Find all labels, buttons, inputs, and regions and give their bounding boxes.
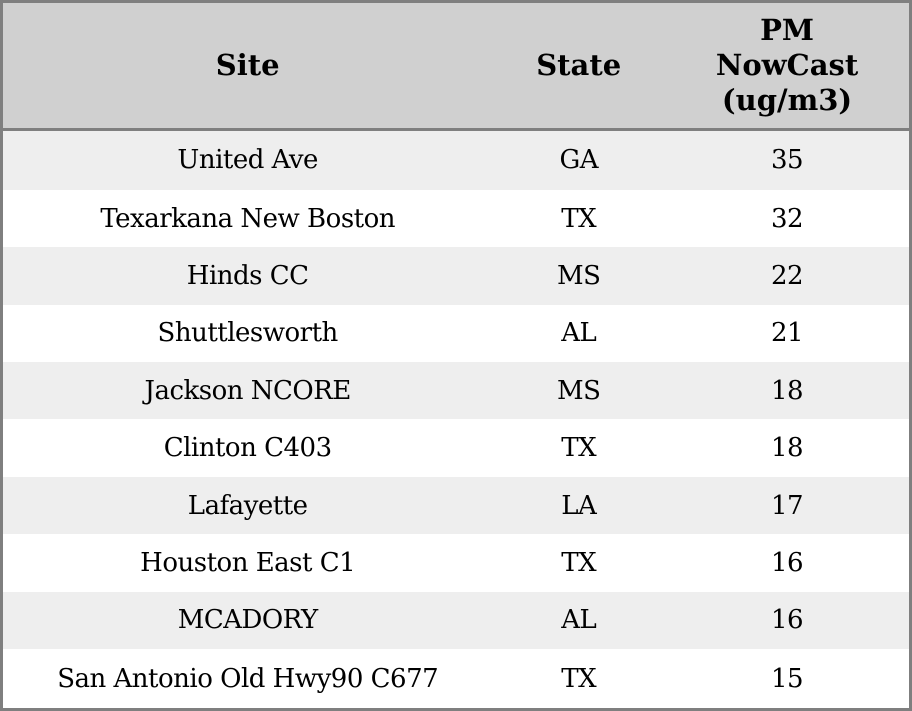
cell-pm-value: 18 bbox=[770, 433, 804, 464]
table-row: Houston East C1 TX 16 bbox=[1, 534, 911, 592]
cell-state: AL bbox=[561, 318, 597, 349]
table-row: Jackson NCORE MS 18 bbox=[1, 362, 911, 420]
cell-site: Hinds CC bbox=[186, 260, 309, 291]
cell-site: San Antonio Old Hwy90 C677 bbox=[57, 663, 439, 694]
table-row: San Antonio Old Hwy90 C677 TX 15 bbox=[1, 649, 911, 710]
cell-pm-value: 15 bbox=[770, 663, 804, 694]
cell-site: Lafayette bbox=[187, 490, 308, 521]
cell-site: United Ave bbox=[177, 145, 318, 176]
cell-pm-value: 16 bbox=[770, 548, 804, 579]
cell-site: Shuttlesworth bbox=[157, 318, 339, 349]
cell-pm-value: 32 bbox=[770, 203, 804, 234]
header-row: Site State PM NowCast (ug/m3) bbox=[1, 1, 911, 131]
cell-pm-value: 17 bbox=[770, 490, 804, 521]
cell-site: Clinton C403 bbox=[163, 433, 332, 464]
cell-pm-value: 21 bbox=[770, 318, 804, 349]
cell-site: Houston East C1 bbox=[140, 548, 356, 579]
table-row: Hinds CC MS 22 bbox=[1, 247, 911, 305]
table-body: United Ave GA 35 Texarkana New Boston TX… bbox=[1, 129, 911, 710]
cell-site: Texarkana New Boston bbox=[100, 203, 396, 234]
table-row: Lafayette LA 17 bbox=[1, 476, 911, 535]
table-row: Shuttlesworth AL 21 bbox=[1, 304, 911, 363]
cell-pm-value: 35 bbox=[770, 145, 804, 176]
table-row: United Ave GA 35 bbox=[1, 129, 911, 190]
table-row: MCADORY AL 16 bbox=[1, 591, 911, 650]
cell-pm-value: 22 bbox=[770, 260, 804, 291]
cell-state: TX bbox=[561, 433, 597, 464]
column-header-site: Site bbox=[1, 1, 493, 131]
table-header: Site State PM NowCast (ug/m3) bbox=[1, 1, 911, 131]
table-row: Clinton C403 TX 18 bbox=[1, 419, 911, 477]
cell-site: Jackson NCORE bbox=[144, 375, 352, 406]
cell-state: TX bbox=[561, 663, 597, 694]
cell-state: AL bbox=[561, 605, 597, 636]
cell-pm-value: 18 bbox=[770, 375, 804, 406]
table-row: Texarkana New Boston TX 32 bbox=[1, 189, 911, 248]
cell-state: TX bbox=[561, 203, 597, 234]
cell-state: GA bbox=[559, 145, 598, 176]
cell-pm-value: 16 bbox=[770, 605, 804, 636]
column-header-pm-nowcast: PM NowCast (ug/m3) bbox=[665, 1, 911, 131]
cell-state: MS bbox=[556, 260, 601, 291]
cell-state: TX bbox=[561, 548, 597, 579]
cell-state: LA bbox=[561, 490, 597, 521]
column-header-state: State bbox=[492, 1, 666, 131]
cell-site: MCADORY bbox=[177, 605, 318, 636]
cell-state: MS bbox=[556, 375, 601, 406]
